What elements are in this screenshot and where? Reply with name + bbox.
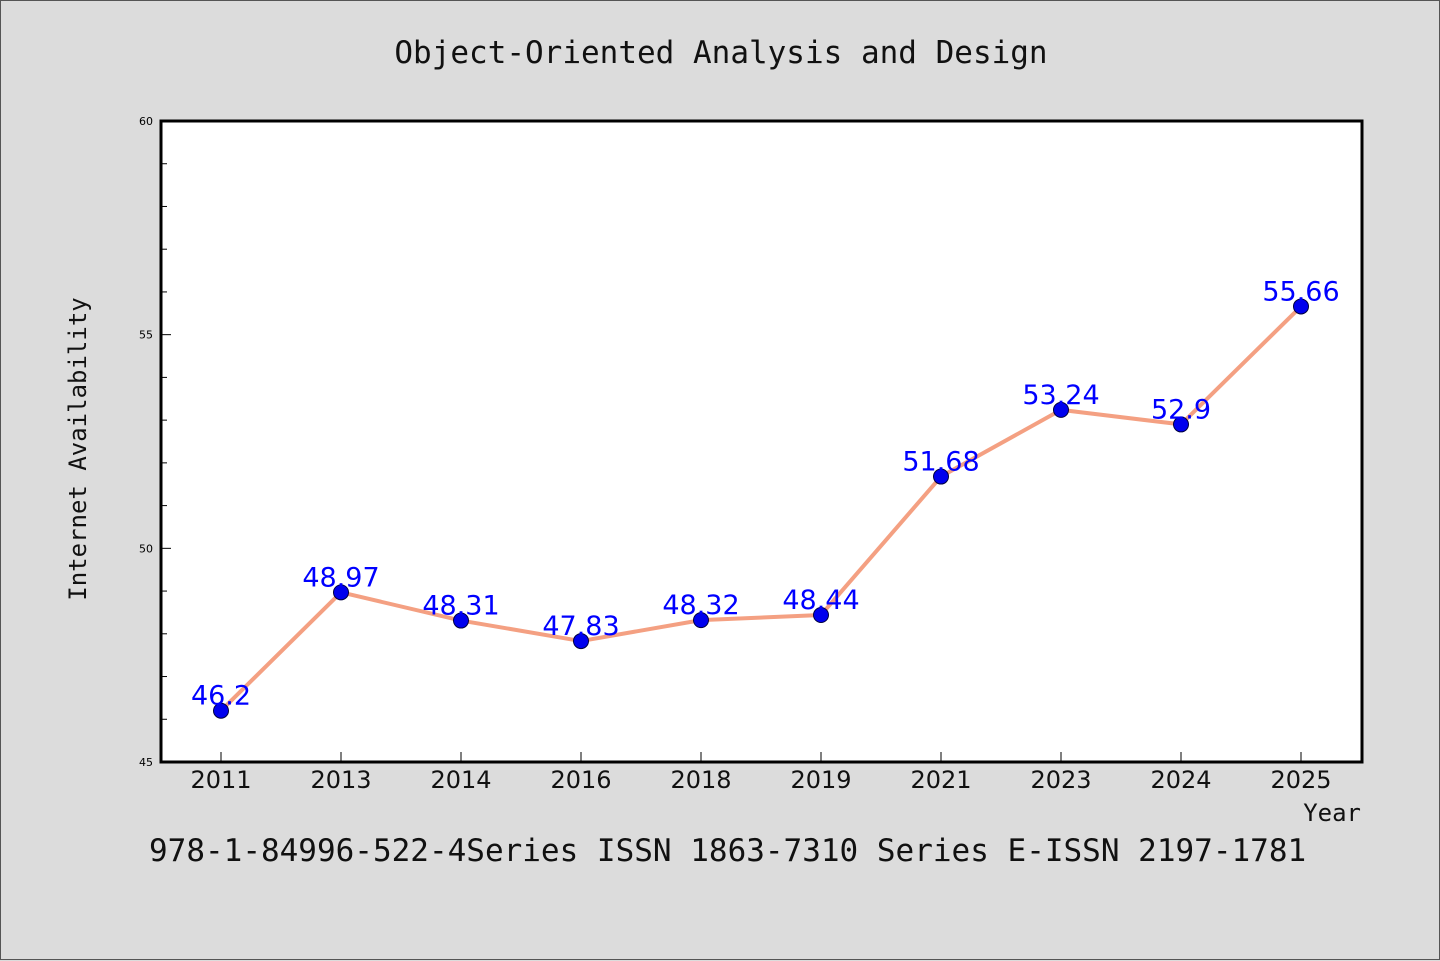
data-point xyxy=(813,606,829,623)
x-tick-label: 2018 xyxy=(670,766,731,794)
data-point xyxy=(933,468,949,485)
data-label: 48.44 xyxy=(782,585,859,616)
x-axis-title: Year xyxy=(1303,799,1361,827)
data-label: 47.83 xyxy=(542,611,619,642)
plot-area xyxy=(159,119,1364,764)
x-tick-label: 2014 xyxy=(430,766,491,794)
data-point xyxy=(333,584,349,601)
data-point xyxy=(213,702,229,719)
x-tick-label: 2023 xyxy=(1030,766,1091,794)
x-tick-label: 2021 xyxy=(910,766,971,794)
data-point xyxy=(573,633,589,650)
y-tick-label: 50 xyxy=(139,542,153,555)
chart-title: Object-Oriented Analysis and Design xyxy=(394,35,1048,71)
x-tick-label: 2013 xyxy=(310,766,371,794)
series-line xyxy=(219,305,1303,713)
y-tick-label: 55 xyxy=(139,329,153,342)
y-tick-label: 60 xyxy=(139,115,153,128)
data-point xyxy=(453,612,469,629)
data-label: 48.31 xyxy=(422,591,499,622)
x-tick-label: 2011 xyxy=(190,766,251,794)
x-tick-label: 2025 xyxy=(1270,766,1331,794)
data-label: 53.24 xyxy=(1022,380,1099,411)
x-tick-label: 2024 xyxy=(1150,766,1211,794)
x-tick-label: 2016 xyxy=(550,766,611,794)
data-label: 48.97 xyxy=(302,562,379,593)
data-label: 55.66 xyxy=(1262,276,1339,307)
data-label: 46.2 xyxy=(191,681,251,712)
data-point xyxy=(1293,298,1309,315)
data-point xyxy=(1053,401,1069,418)
y-axis-title: Internet Availability xyxy=(64,297,92,600)
data-label: 48.32 xyxy=(662,590,739,621)
data-point xyxy=(1173,416,1189,433)
y-tick-label: 45 xyxy=(139,756,153,769)
x-tick-label: 2019 xyxy=(790,766,851,794)
data-label: 52.9 xyxy=(1151,394,1211,425)
data-point xyxy=(693,612,709,629)
data-label: 51.68 xyxy=(902,447,979,478)
isbn-footer: 978-1-84996-522-4Series ISSN 1863-7310 S… xyxy=(149,833,1307,869)
